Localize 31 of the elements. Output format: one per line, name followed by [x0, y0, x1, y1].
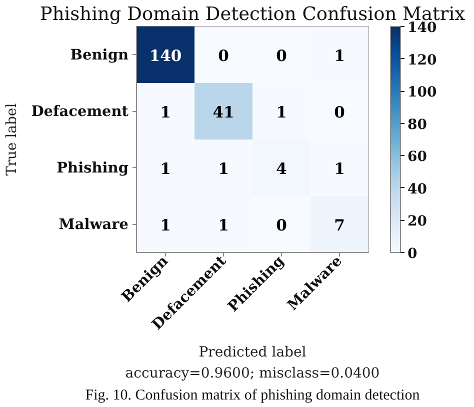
data-label: 4: [276, 158, 288, 178]
data-label: 0: [334, 102, 346, 122]
color-bar-label: 0: [408, 246, 418, 262]
data-label: 41: [212, 102, 234, 122]
color-bar-label: 20: [408, 214, 428, 230]
data-label: 1: [218, 158, 229, 178]
y-tick-label: Defacement: [31, 102, 129, 120]
color-bar-label: 40: [408, 181, 428, 198]
data-label: 1: [160, 215, 171, 234]
text: accuracy=0.9600; misclass=0.0400: [125, 366, 380, 382]
color-bar-label: 120: [408, 52, 437, 68]
y-tick-label: Phishing: [56, 159, 129, 176]
data-label: 1: [160, 102, 171, 122]
color-bar-label: 80: [408, 116, 428, 133]
caption: Fig. 10. Confusion matrix of phishing domain detection: [85, 388, 420, 404]
data-label: 0: [276, 46, 288, 65]
data-label: 1: [276, 102, 287, 122]
data-label: 1: [218, 215, 229, 234]
data-label: 0: [218, 46, 230, 65]
data-label: 140: [149, 46, 182, 65]
x-axis-title: Predicted label: [198, 344, 307, 360]
data-label: 7: [334, 215, 345, 234]
y-tick-label: Malware: [58, 216, 129, 233]
data-label: 1: [160, 158, 171, 178]
y-tick-label: Benign: [70, 46, 129, 64]
data-label: 1: [334, 158, 345, 178]
color-bar-label: 100: [408, 84, 437, 101]
color-bar-label: 60: [408, 149, 428, 166]
y-axis-title: True label: [4, 102, 20, 176]
data-label: 0: [276, 215, 288, 234]
data-label: 1: [334, 46, 345, 65]
